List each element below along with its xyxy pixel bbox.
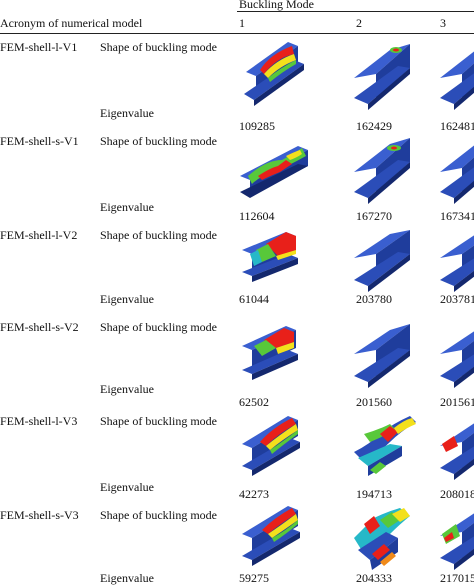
header-mode-2: 2 (356, 16, 362, 30)
eigenvalue-mode-3: 201561 (440, 395, 474, 409)
buckling-shape-image (236, 400, 322, 486)
eigenvalue-mode-1: 59275 (239, 571, 269, 585)
buckling-shape-image (436, 28, 474, 114)
model-label: FEM-shell-s-V3 (0, 508, 79, 522)
eigenvalue-mode-1: 109285 (239, 119, 275, 133)
buckling-shape-image (350, 490, 436, 576)
shape-label: Shape of buckling mode (100, 228, 217, 242)
buckling-shape-image (236, 308, 322, 394)
header-bottom-rule (0, 33, 474, 34)
buckling-shape-image (350, 120, 436, 206)
eigen-label: Eigenvalue (100, 480, 154, 494)
eigenvalue-mode-2: 204333 (356, 571, 392, 585)
model-label: FEM-shell-l-V2 (0, 228, 78, 242)
buckling-shape-image (436, 120, 474, 206)
model-label: FEM-shell-s-V1 (0, 134, 79, 148)
eigenvalue-mode-1: 61044 (239, 292, 269, 306)
buckling-shape-image (236, 214, 322, 300)
shape-label: Shape of buckling mode (100, 508, 217, 522)
buckling-shape-image (350, 214, 436, 300)
buckling-shape-image (436, 214, 474, 300)
buckling-shape-image (350, 308, 436, 394)
eigen-label: Eigenvalue (100, 292, 154, 306)
buckling-shape-image (350, 400, 436, 486)
model-label: FEM-shell-l-V3 (0, 414, 78, 428)
eigen-label: Eigenvalue (100, 200, 154, 214)
buckling-shape-image (436, 490, 474, 576)
eigenvalue-mode-1: 42273 (239, 487, 269, 501)
buckling-shape-image (350, 28, 436, 114)
eigen-label: Eigenvalue (100, 106, 154, 120)
shape-label: Shape of buckling mode (100, 134, 217, 148)
buckling-shape-image (436, 400, 474, 486)
eigen-label: Eigenvalue (100, 571, 154, 585)
eigenvalue-mode-3: 162481 (440, 119, 474, 133)
model-label: FEM-shell-l-V1 (0, 40, 78, 54)
buckling-shape-image (436, 308, 474, 394)
eigen-label: Eigenvalue (100, 382, 154, 396)
shape-label: Shape of buckling mode (100, 40, 217, 54)
eigenvalue-mode-3: 203781 (440, 292, 474, 306)
eigenvalue-mode-3: 167341 (440, 209, 474, 223)
header-acronym: Acronym of numerical model (0, 16, 143, 30)
eigenvalue-mode-2: 167270 (356, 209, 392, 223)
eigenvalue-mode-3: 217015 (440, 571, 474, 585)
header-buckling-mode: Buckling Mode (239, 0, 314, 11)
buckling-shape-image (236, 28, 322, 114)
model-label: FEM-shell-s-V2 (0, 320, 79, 334)
eigenvalue-mode-2: 201560 (356, 395, 392, 409)
header-mode-1: 1 (239, 16, 245, 30)
eigenvalue-mode-2: 203780 (356, 292, 392, 306)
eigenvalue-mode-1: 62502 (239, 395, 269, 409)
header-mode-3: 3 (440, 16, 446, 30)
eigenvalue-mode-2: 194713 (356, 487, 392, 501)
eigenvalue-mode-3: 208018 (440, 487, 474, 501)
buckling-shape-image (236, 120, 322, 206)
eigenvalue-mode-2: 162429 (356, 119, 392, 133)
shape-label: Shape of buckling mode (100, 414, 217, 428)
shape-label: Shape of buckling mode (100, 320, 217, 334)
eigenvalue-mode-1: 112604 (239, 209, 275, 223)
buckling-shape-image (236, 490, 322, 576)
header-subrule (237, 11, 474, 12)
